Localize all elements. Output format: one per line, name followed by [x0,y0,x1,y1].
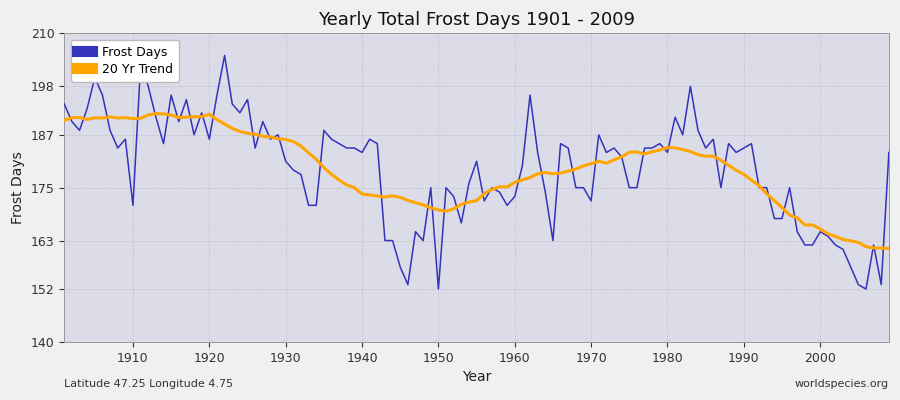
Frost Days [616,154,627,159]
Frost Days [120,137,130,142]
20 Yr Trend [509,180,520,185]
Y-axis label: Frost Days: Frost Days [11,151,25,224]
20 Yr Trend [120,115,130,120]
Text: Latitude 47.25 Longitude 4.75: Latitude 47.25 Longitude 4.75 [64,379,233,389]
X-axis label: Year: Year [462,370,491,384]
Frost Days [433,287,444,292]
Title: Yearly Total Frost Days 1901 - 2009: Yearly Total Frost Days 1901 - 2009 [318,11,635,29]
Frost Days [58,102,69,106]
Frost Days [341,146,352,150]
Text: worldspecies.org: worldspecies.org [795,379,889,389]
Frost Days [884,150,895,155]
Line: Frost Days: Frost Days [64,56,889,289]
Frost Days [295,172,306,177]
Line: 20 Yr Trend: 20 Yr Trend [64,114,889,248]
20 Yr Trend [608,158,619,162]
20 Yr Trend [884,246,895,251]
20 Yr Trend [150,111,161,116]
20 Yr Trend [58,118,69,123]
Frost Days [525,93,535,98]
20 Yr Trend [341,183,352,188]
Legend: Frost Days, 20 Yr Trend: Frost Days, 20 Yr Trend [70,40,179,82]
20 Yr Trend [295,144,306,148]
Frost Days [517,163,527,168]
Frost Days [220,53,230,58]
20 Yr Trend [517,177,527,182]
